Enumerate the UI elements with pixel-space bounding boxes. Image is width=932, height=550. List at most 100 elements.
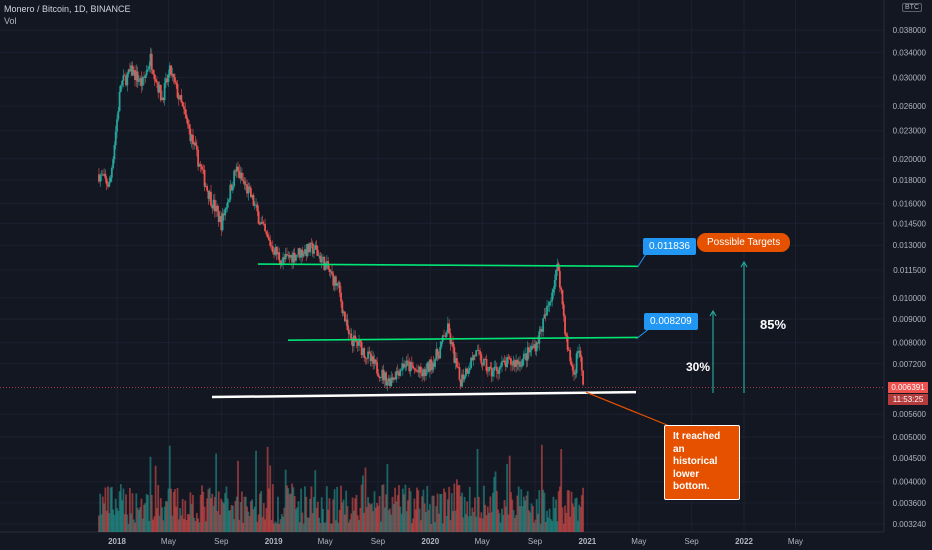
- volume-bar: [441, 523, 444, 532]
- volume-bar: [139, 507, 142, 532]
- volume-bar: [568, 490, 570, 532]
- volume-bar: [578, 504, 581, 532]
- volume-bar: [387, 510, 390, 532]
- x-tick-label: 2019: [265, 537, 283, 546]
- volume-bar: [203, 506, 206, 532]
- candle: [556, 263, 559, 270]
- volume-bar: [158, 515, 161, 532]
- price-axis[interactable]: 0.038000 0.034000 0.030000 0.026000 0.023000…: [893, 26, 927, 529]
- candle: [578, 350, 581, 352]
- volume-bar: [445, 516, 448, 532]
- candle: [504, 362, 507, 367]
- candle: [571, 365, 574, 371]
- upper-level-label[interactable]: 0.011836: [643, 238, 696, 255]
- volume-bar: [161, 507, 163, 532]
- candle: [547, 305, 550, 307]
- candle: [497, 371, 499, 374]
- volume-bar: [579, 506, 582, 532]
- candle: [573, 370, 575, 375]
- volume-bar: [537, 513, 539, 532]
- candle: [418, 366, 421, 373]
- bottom-note[interactable]: It reached an historical lower bottom.: [664, 425, 740, 500]
- candle: [392, 377, 395, 380]
- candle: [163, 83, 166, 101]
- candle: [498, 367, 501, 374]
- candle: [389, 378, 391, 387]
- volume-bar: [279, 519, 282, 532]
- pct-30-label[interactable]: 30%: [686, 360, 711, 374]
- volume-bar: [410, 523, 413, 532]
- candle: [490, 368, 493, 377]
- volume-legend[interactable]: Vol: [4, 16, 17, 26]
- volume-bar: [152, 519, 154, 532]
- volume-bar: [459, 496, 462, 532]
- candle: [166, 78, 169, 82]
- candle: [229, 184, 232, 200]
- volume-bar: [548, 508, 551, 532]
- candle: [489, 366, 492, 369]
- y-tick-label: 0.026000: [893, 102, 927, 111]
- volume-bar: [116, 508, 118, 532]
- candle: [291, 254, 293, 263]
- candle: [374, 359, 377, 363]
- time-axis[interactable]: 2018 May Sep 2019 May Sep 2020 May Sep 2021 May Sep…: [108, 537, 803, 546]
- candle: [450, 341, 453, 345]
- volume-bar: [167, 488, 170, 532]
- volume-bar: [261, 516, 264, 532]
- candle: [262, 223, 265, 225]
- volume-bar: [253, 506, 256, 532]
- pct-85-label[interactable]: 85%: [760, 317, 787, 332]
- candle: [528, 347, 530, 353]
- volume-bar: [170, 488, 172, 532]
- candle: [387, 378, 390, 383]
- candle: [268, 237, 270, 240]
- candle: [271, 246, 274, 252]
- volume-bar: [471, 507, 474, 532]
- volume-bar: [512, 510, 515, 532]
- volume-bar: [547, 517, 550, 532]
- volume-bar: [560, 449, 563, 532]
- candle: [139, 78, 142, 82]
- candle: [225, 207, 228, 209]
- volume-bar: [374, 507, 377, 532]
- candle: [304, 249, 306, 254]
- candle: [544, 314, 547, 316]
- candle: [432, 362, 435, 367]
- volume-bar: [462, 517, 465, 532]
- candle: [426, 362, 429, 369]
- candle: [377, 373, 380, 377]
- x-tick-label: Sep: [685, 537, 700, 546]
- drawing-lines[interactable]: [0, 250, 884, 428]
- middle-level-label[interactable]: 0.008209: [644, 313, 698, 330]
- volume-bar: [352, 510, 355, 532]
- possible-targets-label[interactable]: Possible Targets: [697, 233, 791, 252]
- candle: [383, 372, 386, 381]
- volume-bar: [224, 493, 227, 532]
- candle: [404, 366, 407, 368]
- candle: [329, 271, 332, 273]
- volume-bar: [277, 496, 279, 532]
- volume-bar: [422, 489, 425, 532]
- candle: [542, 318, 545, 332]
- candle: [221, 213, 224, 231]
- volume-bar: [204, 521, 207, 532]
- candle: [522, 354, 525, 359]
- volume-bar: [549, 519, 552, 532]
- volume-bar: [264, 519, 266, 532]
- volume-bar: [235, 496, 238, 532]
- candle: [108, 181, 111, 187]
- candle: [194, 142, 197, 146]
- candle: [183, 106, 185, 109]
- candle: [320, 258, 323, 263]
- volume-bar: [325, 486, 328, 532]
- volume-bar: [172, 491, 175, 532]
- candle: [255, 204, 257, 206]
- volume-bar: [580, 495, 583, 532]
- candle: [293, 252, 296, 261]
- candle: [186, 119, 189, 125]
- y-tick-label: 0.003240: [893, 520, 927, 529]
- volume-bar: [466, 501, 469, 532]
- candle: [184, 108, 187, 115]
- symbol-legend[interactable]: Monero / Bitcoin, 1D, BINANCE: [4, 4, 131, 14]
